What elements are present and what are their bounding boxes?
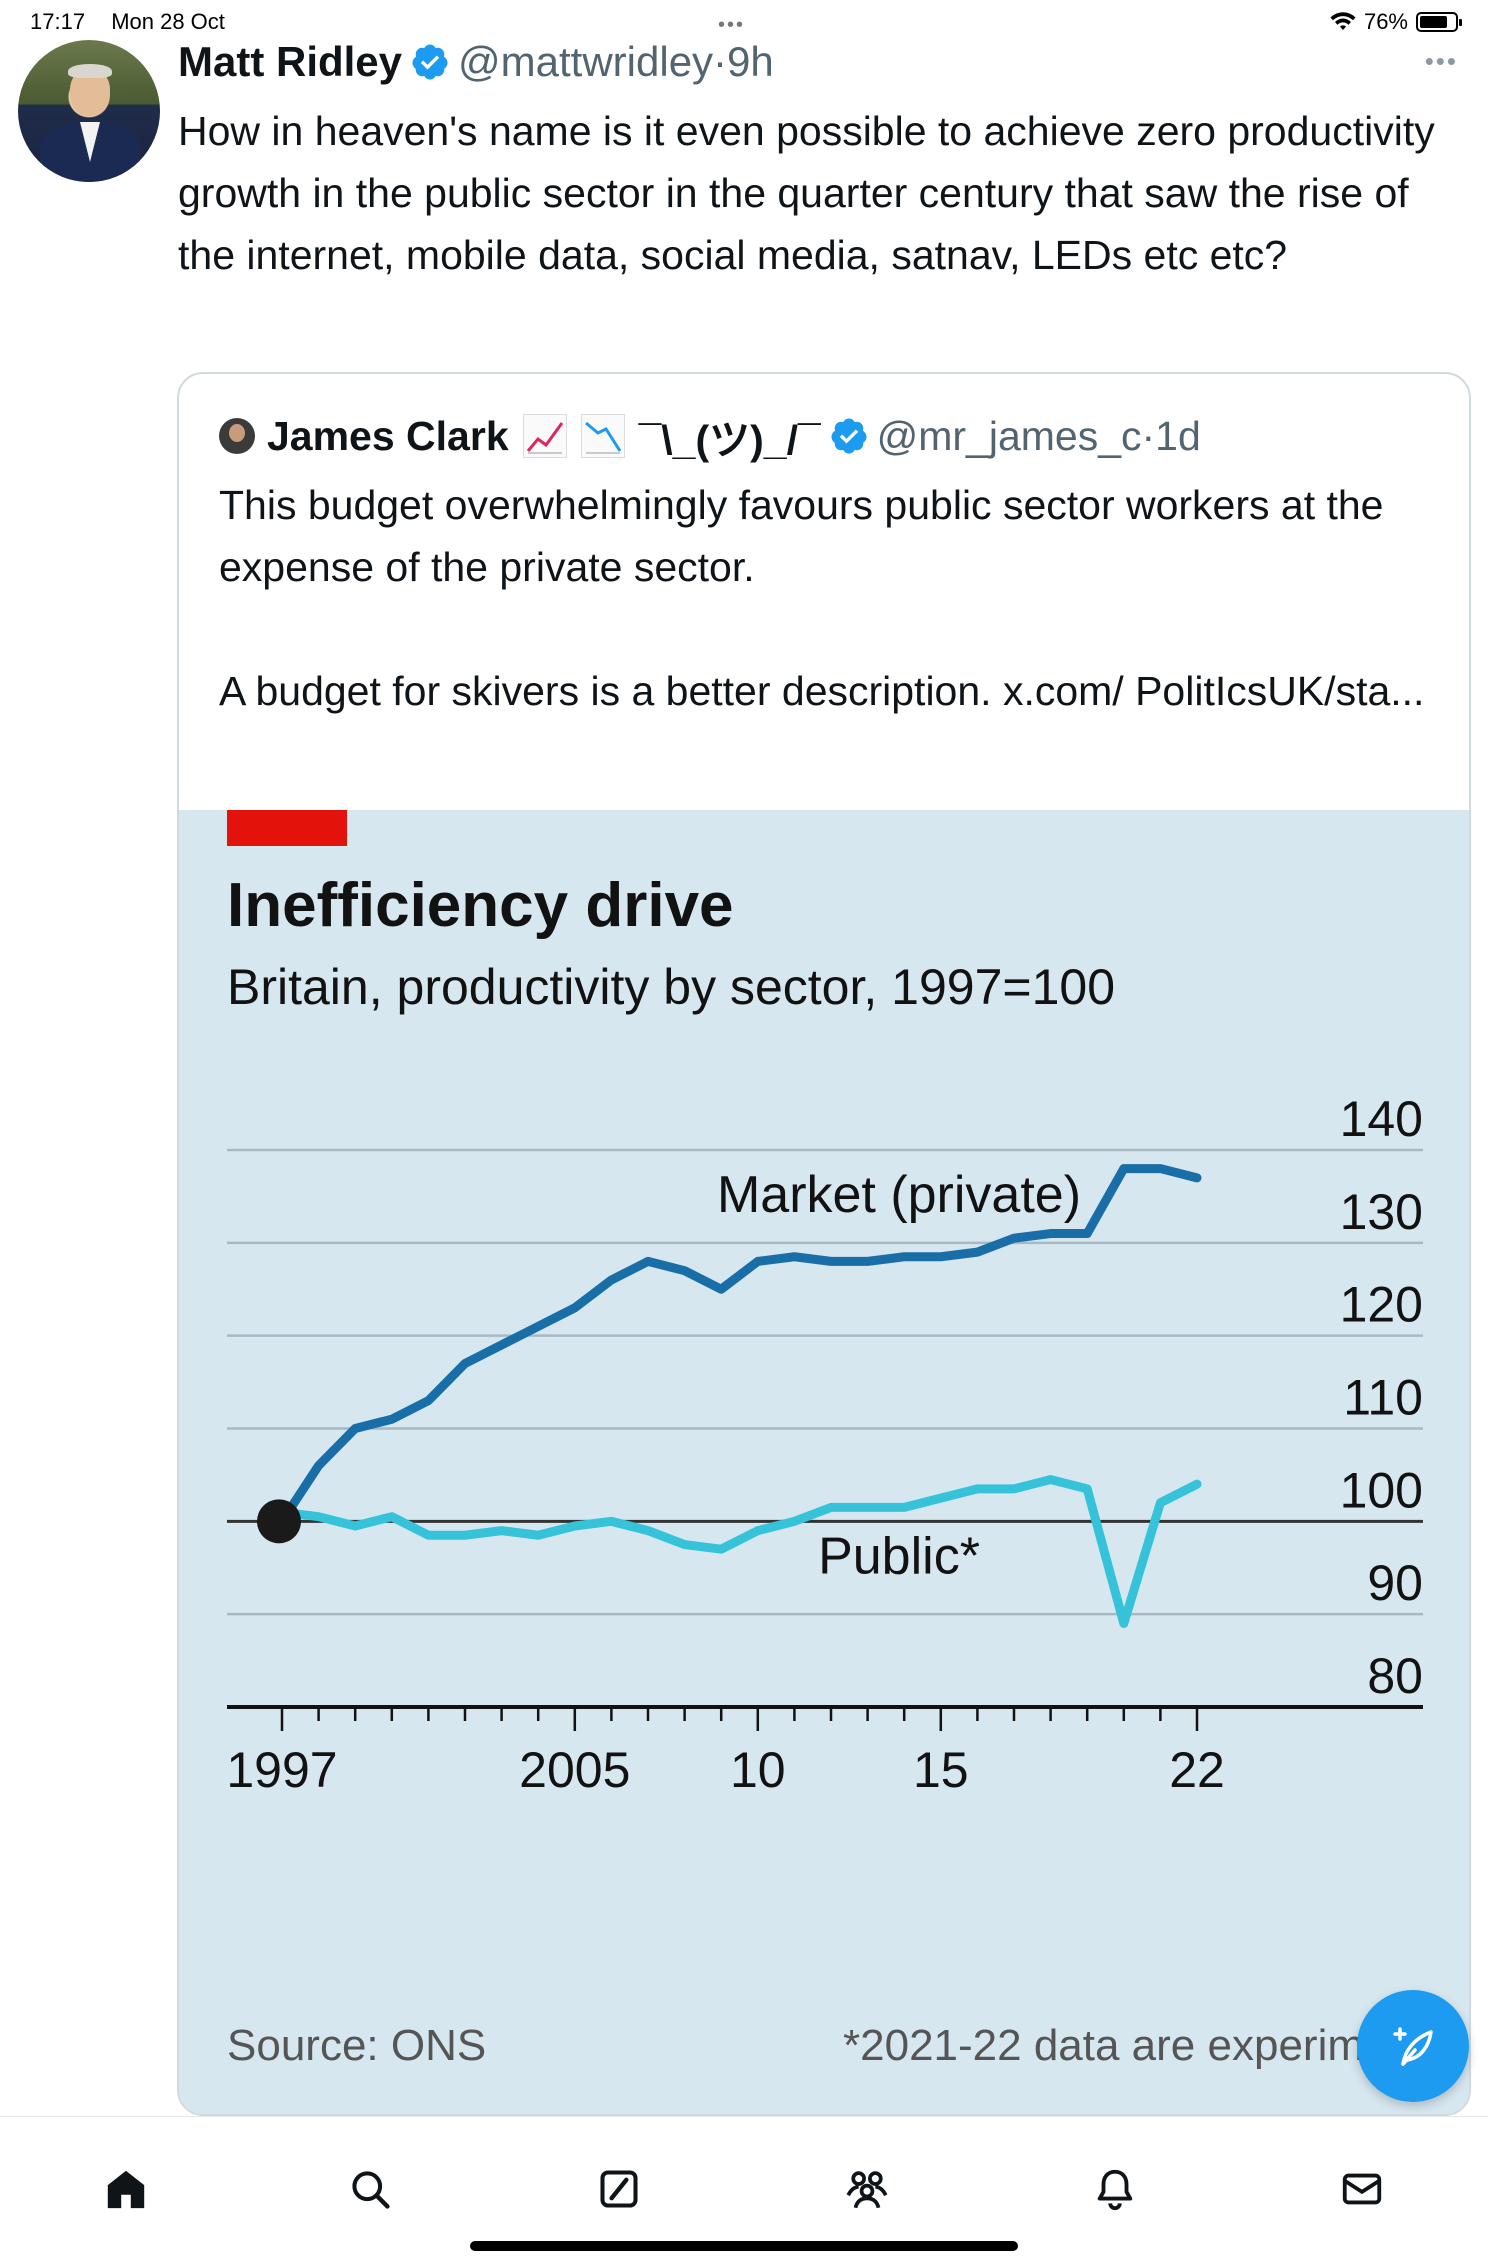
series-label-public: Public* bbox=[818, 1527, 980, 1585]
series-label-market: Market (private) bbox=[717, 1166, 1081, 1224]
quoted-author-handle[interactable]: @mr_james_c bbox=[876, 412, 1142, 459]
quoted-verified-badge-icon bbox=[831, 418, 867, 454]
verified-badge-icon bbox=[412, 44, 448, 80]
communities-icon bbox=[846, 2171, 888, 2209]
quoted-tweet-header: James Clark ¯\_(ツ)_/¯ @mr_james_c · 1d bbox=[219, 406, 1201, 466]
quoted-separator-dot: · bbox=[1141, 412, 1156, 459]
tweet-header: Matt Ridley @mattwridley · 9h bbox=[178, 38, 774, 86]
more-options-icon[interactable]: ••• bbox=[1424, 46, 1458, 76]
nav-notifications[interactable] bbox=[1085, 2159, 1145, 2219]
search-icon bbox=[352, 2171, 390, 2209]
y-tick-label: 90 bbox=[1367, 1555, 1423, 1611]
compose-post-button[interactable] bbox=[1357, 1990, 1469, 2102]
y-tick-label: 100 bbox=[1340, 1462, 1423, 1518]
envelope-icon bbox=[1342, 2173, 1382, 2205]
x-tick-label: 2005 bbox=[519, 1742, 630, 1798]
bell-icon bbox=[1097, 2169, 1133, 2211]
chart-brand-bar bbox=[227, 810, 347, 846]
separator-dot: · bbox=[713, 38, 728, 85]
origin-marker bbox=[257, 1499, 301, 1544]
quoted-tweet-age[interactable]: 1d bbox=[1155, 412, 1201, 459]
status-date: Mon 28 Oct bbox=[111, 9, 225, 34]
shrug-text: ¯\_(ツ)_/¯ bbox=[638, 417, 821, 463]
chart-increasing-emoji-icon bbox=[522, 414, 567, 458]
home-icon bbox=[107, 2170, 145, 2209]
quoted-tweet-card[interactable]: James Clark ¯\_(ツ)_/¯ @mr_james_c · 1d T… bbox=[177, 372, 1471, 2116]
line-chart: 140 130 120 110 100 90 80 1997 2005 10 15 22 Market … bbox=[226, 1091, 1423, 2070]
quoted-text-paragraph-1: This budget overwhelmingly favours publi… bbox=[219, 482, 1384, 590]
grok-icon bbox=[600, 2170, 638, 2208]
tweet-text: How in heaven's name is it even possible… bbox=[178, 108, 1435, 278]
battery-icon bbox=[1416, 12, 1462, 32]
y-tick-label: 80 bbox=[1367, 1648, 1423, 1704]
status-right: 76% bbox=[1330, 9, 1462, 35]
status-time: 17:17 bbox=[30, 9, 86, 34]
chart-image[interactable]: Inefficiency drive Britain, productivity… bbox=[179, 810, 1469, 2114]
author-handle[interactable]: @mattwridley bbox=[458, 38, 714, 85]
quoted-text-paragraph-2[interactable]: A budget for skivers is a better descrip… bbox=[219, 668, 1425, 714]
multitasking-dots-icon[interactable]: ••• bbox=[718, 14, 746, 36]
chart-decreasing-emoji-icon bbox=[580, 414, 625, 458]
series-line-market bbox=[277, 1164, 1202, 1526]
tweet-age[interactable]: 9h bbox=[727, 38, 774, 85]
nav-search[interactable] bbox=[340, 2159, 400, 2219]
nav-communities[interactable] bbox=[837, 2159, 897, 2219]
status-bar: 17:17 Mon 28 Oct ••• 76% bbox=[0, 0, 1488, 40]
compose-feather-icon bbox=[1393, 2027, 1433, 2066]
y-tick-label: 140 bbox=[1340, 1091, 1423, 1147]
status-time-date: 17:17 Mon 28 Oct bbox=[30, 9, 245, 35]
x-tick-label: 22 bbox=[1169, 1742, 1225, 1798]
chart-footnote: *2021-22 data are experimen bbox=[843, 2021, 1413, 2070]
author-name[interactable]: Matt Ridley bbox=[178, 38, 403, 85]
chart-subtitle: Britain, productivity by sector, 1997=10… bbox=[227, 959, 1116, 1015]
x-tick-label: 15 bbox=[913, 1742, 969, 1798]
y-tick-label: 110 bbox=[1343, 1370, 1423, 1426]
wifi-icon bbox=[1330, 12, 1356, 30]
author-avatar[interactable] bbox=[18, 40, 160, 182]
battery-percent: 76% bbox=[1363, 9, 1408, 34]
nav-home[interactable] bbox=[96, 2159, 156, 2219]
y-tick-label: 130 bbox=[1340, 1184, 1423, 1240]
nav-grok[interactable] bbox=[589, 2159, 649, 2219]
x-tick-label: 1997 bbox=[226, 1742, 337, 1798]
series-line-public bbox=[277, 1475, 1202, 1628]
home-indicator[interactable] bbox=[470, 2241, 1018, 2251]
chart-title: Inefficiency drive bbox=[227, 871, 734, 940]
chart-source: Source: ONS bbox=[227, 2021, 486, 2070]
y-tick-label: 120 bbox=[1340, 1277, 1423, 1333]
quoted-author-avatar[interactable] bbox=[219, 418, 255, 454]
quoted-author-name[interactable]: James Clark bbox=[267, 412, 509, 459]
quoted-tweet-text: This budget overwhelmingly favours publi… bbox=[219, 474, 1439, 722]
nav-messages[interactable] bbox=[1332, 2159, 1392, 2219]
x-tick-label: 10 bbox=[730, 1742, 786, 1798]
